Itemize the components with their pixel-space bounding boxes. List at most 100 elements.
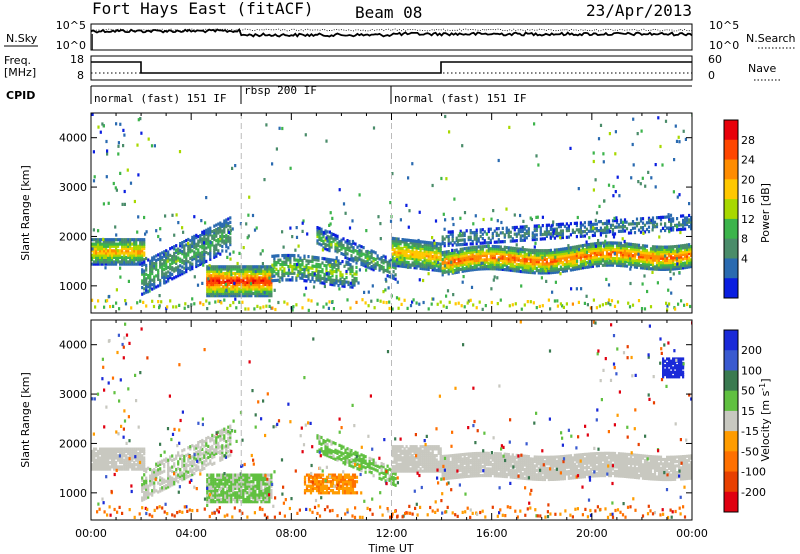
data-cell [577, 253, 580, 257]
data-cell [107, 449, 110, 453]
data-cell [93, 249, 96, 253]
data-cell [119, 260, 122, 264]
data-cell [127, 463, 130, 467]
data-cell [545, 228, 548, 232]
data-cell [218, 269, 221, 273]
data-cell [401, 264, 404, 268]
data-cell [639, 219, 643, 223]
data-cell [545, 251, 548, 255]
data-cell [559, 247, 562, 251]
data-cell [469, 250, 472, 254]
data-cell [405, 256, 408, 260]
data-cell [533, 229, 536, 233]
data-cell [573, 254, 576, 258]
data-cell [501, 247, 504, 251]
data-cell [113, 244, 116, 248]
data-cell [303, 279, 306, 283]
data-cell [242, 276, 245, 280]
data-cell [139, 240, 142, 244]
data-cell [541, 269, 544, 273]
data-cell [325, 264, 328, 268]
data-cell [125, 262, 128, 266]
data-cell [527, 266, 530, 270]
data-cell [635, 265, 639, 269]
data-cell [129, 262, 132, 266]
data-cell [97, 238, 100, 242]
data-cell [229, 257, 232, 261]
data-cell [421, 262, 424, 266]
data-cell [213, 233, 216, 237]
data-cell [339, 279, 342, 283]
data-cell [481, 258, 484, 262]
data-cell [646, 289, 649, 294]
data-cell [117, 454, 120, 458]
data-cell [93, 467, 96, 471]
data-cell [193, 239, 196, 243]
data-cell [183, 255, 186, 259]
data-cell [344, 240, 347, 244]
data-cell [320, 229, 323, 234]
data-cell [621, 250, 625, 254]
data-cell [459, 261, 462, 265]
data-cell [266, 287, 269, 291]
data-cell [569, 261, 572, 265]
data-cell [509, 248, 512, 252]
data-cell [207, 227, 210, 231]
data-cell [299, 265, 302, 269]
data-cell [599, 255, 602, 259]
data-cell [271, 270, 274, 274]
data-cell [513, 225, 516, 230]
data-cell [229, 225, 232, 229]
data-cell [623, 262, 627, 266]
data-cell [111, 240, 114, 244]
data-cell [175, 266, 178, 270]
data-cell [185, 471, 188, 475]
data-cell [639, 257, 643, 261]
data-cell [163, 259, 166, 263]
data-cell [525, 252, 528, 256]
data-cell [349, 263, 352, 267]
data-cell [113, 465, 116, 469]
data-cell [555, 263, 558, 268]
data-cell [551, 262, 554, 266]
data-cell [270, 285, 273, 289]
data-cell [597, 248, 600, 252]
data-cell [555, 231, 558, 236]
data-cell [149, 479, 152, 483]
data-cell [112, 181, 115, 186]
data-cell [647, 260, 651, 264]
data-cell [248, 278, 251, 282]
data-cell [655, 261, 659, 265]
data-cell [475, 306, 478, 310]
data-cell [678, 227, 681, 232]
data-cell [537, 255, 540, 259]
data-cell [207, 234, 210, 238]
data-cell [688, 256, 691, 260]
data-cell [475, 249, 478, 254]
data-cell [285, 271, 288, 275]
data-cell [459, 256, 462, 260]
data-cell [453, 271, 456, 275]
data-cell [92, 150, 95, 154]
data-cell [193, 237, 196, 241]
data-cell [266, 280, 269, 284]
data-cell [331, 258, 334, 262]
data-cell [513, 266, 516, 271]
data-cell [531, 262, 534, 266]
data-cell [507, 250, 510, 254]
data-cell [197, 449, 200, 454]
data-cell [323, 284, 326, 289]
data-cell [97, 456, 100, 460]
data-cell [521, 265, 524, 269]
data-cell [513, 255, 516, 259]
data-cell [281, 276, 284, 280]
data-cell [567, 246, 570, 250]
data-cell [525, 263, 528, 268]
data-cell [113, 454, 116, 458]
data-cell [579, 223, 582, 227]
data-cell [427, 252, 430, 256]
data-cell [567, 226, 570, 230]
data-cell [655, 252, 659, 256]
data-cell [690, 227, 692, 231]
data-cell [505, 261, 508, 265]
